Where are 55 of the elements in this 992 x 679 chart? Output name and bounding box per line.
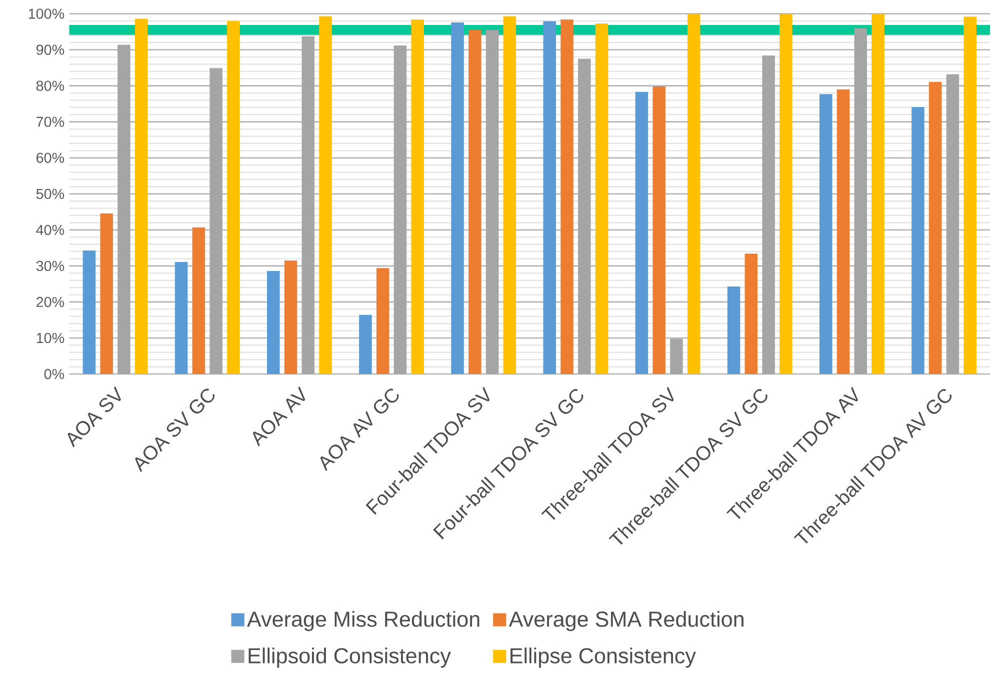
legend-label: Average Miss Reduction bbox=[247, 610, 480, 631]
legend-label: Average SMA Reduction bbox=[508, 610, 744, 631]
bar bbox=[100, 213, 113, 374]
bar bbox=[687, 14, 700, 374]
y-tick-label: 60% bbox=[36, 152, 64, 163]
bar bbox=[118, 44, 130, 374]
bar bbox=[652, 86, 666, 374]
bar bbox=[227, 20, 240, 374]
bar bbox=[595, 23, 608, 374]
bar bbox=[780, 14, 792, 374]
bar bbox=[836, 89, 850, 374]
bar bbox=[210, 68, 222, 374]
bar bbox=[82, 250, 96, 374]
bar bbox=[503, 16, 516, 374]
bar bbox=[174, 262, 188, 374]
legend-label: Ellipse Consistency bbox=[510, 647, 696, 668]
y-tick-label: 100% bbox=[28, 8, 64, 19]
legend-label: Ellipsoid Consistency bbox=[248, 647, 451, 668]
bar bbox=[560, 19, 574, 374]
bar bbox=[635, 92, 648, 374]
bar bbox=[486, 30, 499, 374]
bar bbox=[284, 260, 298, 374]
y-tick-label: 10% bbox=[36, 332, 64, 343]
bar bbox=[854, 28, 868, 374]
bar bbox=[912, 106, 924, 374]
bar bbox=[670, 338, 683, 374]
y-tick-label: 80% bbox=[36, 80, 64, 91]
bar bbox=[134, 18, 148, 374]
y-tick-label: 70% bbox=[36, 116, 64, 127]
bar bbox=[319, 16, 332, 374]
y-tick-label: 50% bbox=[36, 188, 64, 199]
bar bbox=[266, 270, 280, 374]
bar bbox=[411, 19, 424, 374]
bar bbox=[578, 58, 591, 374]
bar bbox=[727, 286, 740, 374]
bar bbox=[928, 82, 942, 374]
bar bbox=[468, 30, 482, 374]
bar bbox=[762, 55, 775, 374]
bar bbox=[376, 268, 390, 374]
bar bbox=[964, 16, 976, 374]
bar bbox=[451, 22, 464, 374]
y-tick-label: 30% bbox=[36, 260, 64, 271]
bar bbox=[744, 254, 758, 374]
bar bbox=[192, 227, 206, 374]
bar bbox=[872, 14, 884, 374]
bar bbox=[946, 74, 960, 374]
bar bbox=[302, 36, 315, 374]
bar bbox=[543, 21, 556, 374]
y-tick-label: 40% bbox=[36, 224, 64, 235]
y-tick-label: 90% bbox=[36, 44, 64, 55]
bar bbox=[359, 314, 372, 374]
bar bbox=[819, 94, 832, 374]
bar bbox=[394, 45, 407, 374]
y-tick-label: 20% bbox=[36, 296, 64, 307]
y-tick-label: 0% bbox=[44, 368, 64, 379]
